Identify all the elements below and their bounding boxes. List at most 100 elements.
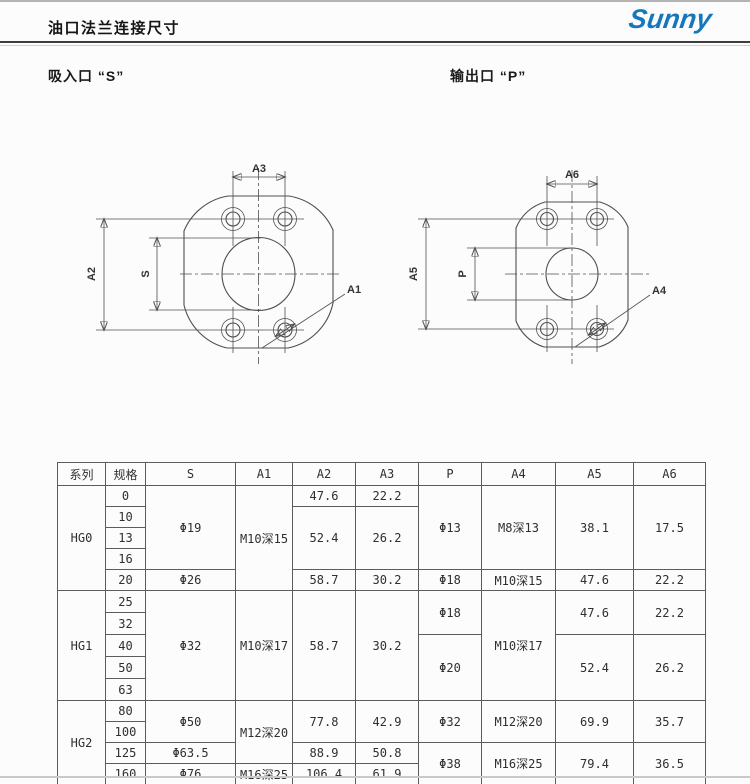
dimension-table: 系列 规格 S A1 A2 A3 P A4 A5 A6 HG0 0 Φ19 M10深15 47.6 22.2 Φ… [57, 462, 706, 784]
table-cell: 10 [105, 506, 146, 528]
table-cell: 26.2 [355, 506, 419, 570]
column-header: A2 [292, 462, 356, 486]
table-cell: 22.2 [633, 569, 706, 591]
table-row: 10 52.4 26.2 [58, 506, 706, 570]
section-label-suction: 吸入口 “S” [48, 68, 125, 84]
table-cell: 52.4 [292, 506, 356, 570]
table-cell: 20 [105, 569, 146, 591]
dim-label-a5: A5 [408, 267, 420, 281]
table-cell: M10深17 [235, 590, 293, 701]
sunny-logo: Sunny [627, 4, 715, 34]
table-cell: 22.2 [355, 485, 419, 507]
dim-label-p: P [457, 270, 469, 277]
table-cell: Φ76 [145, 763, 236, 784]
table-cell: 30.2 [355, 569, 419, 591]
table-row: HG0 0 Φ19 M10深15 47.6 22.2 Φ13 M8深13 38.1 17.5 [57, 485, 706, 591]
table-header-row: 系列 规格 S A1 A2 A3 P A4 A5 A6 [57, 462, 706, 486]
flange-diagram-suction: A3 A2 S A1 [86, 163, 361, 364]
table-cell: Φ18 [418, 590, 482, 635]
table-cell: 40 [105, 634, 146, 657]
table-row: HG1 25 Φ32 M10深17 58.7 30.2 Φ18 M10深17 47.6 22.2 [57, 590, 706, 701]
flange-outline [515, 201, 629, 348]
column-header: 系列 [57, 462, 106, 486]
table-cell: 30.2 [355, 590, 419, 701]
table-cell: 16 [105, 548, 146, 570]
table-cell: M10深17 [481, 590, 556, 701]
centerlines [96, 168, 340, 364]
table-cell: 13 [105, 527, 146, 549]
table-cell: HG1 [57, 590, 106, 701]
dim-label-a1: A1 [347, 284, 361, 296]
table-cell: 52.4 [555, 634, 634, 701]
dim-label-s: S [140, 270, 152, 277]
table-cell: 47.6 [555, 569, 634, 591]
table-cell: 61.9 [355, 763, 419, 784]
dimension-p: P [457, 248, 574, 300]
table-cell: 160 [105, 763, 146, 784]
table-cell: M12深20 [481, 700, 556, 743]
table-cell: M12深20 [235, 700, 293, 764]
page-bottom-border [0, 776, 750, 778]
table-cell: Φ63.5 [145, 742, 236, 764]
table-cell: 42.9 [355, 700, 419, 743]
column-header: A6 [633, 462, 706, 486]
table-cell: HG2 [57, 700, 106, 784]
table-row: 125 Φ63.5 88.9 50.8 Φ38 M16深25 79.4 36.5 [58, 742, 706, 784]
table-cell: Φ20 [418, 634, 482, 701]
table-cell: Φ19 [145, 485, 236, 570]
table-cell: M10深15 [235, 485, 293, 591]
table-cell: 47.6 [555, 590, 634, 635]
header-rule-shadow [0, 45, 750, 46]
table-cell: Φ32 [418, 700, 482, 743]
column-header: A4 [481, 462, 556, 486]
flange-diagram-output: A6 A5 P A4 [408, 169, 667, 364]
table-row: 40 Φ20 52.4 26.2 [58, 634, 706, 701]
port-circle [221, 236, 296, 312]
dim-label-a6: A6 [565, 169, 579, 181]
table-cell: M10深15 [481, 569, 556, 591]
column-header: 规格 [105, 462, 146, 486]
table-cell: 58.7 [292, 590, 356, 701]
table-cell: Φ18 [418, 569, 482, 591]
table-cell: Φ26 [145, 569, 236, 591]
table-cell: Φ50 [145, 700, 236, 743]
column-header: S [145, 462, 236, 486]
header-rule [0, 41, 750, 43]
table-cell: Φ32 [145, 590, 236, 701]
table-cell: 125 [105, 742, 146, 764]
dim-label-a3: A3 [252, 163, 266, 175]
dimension-a3: A3 [233, 163, 285, 177]
table-cell: 32 [105, 612, 146, 635]
table-cell: 77.8 [292, 700, 356, 743]
table-cell: 22.2 [633, 590, 706, 635]
dimension-a6: A6 [547, 169, 597, 184]
column-header: A3 [355, 462, 419, 486]
table-cell: 63 [105, 678, 146, 701]
page-title: 油口法兰连接尺寸 [48, 20, 181, 37]
bolt-holes [221, 207, 297, 342]
table-row: HG2 80 Φ50 M12深20 77.8 42.9 Φ32 M12深20 69.9 35.7 [57, 700, 706, 784]
table-cell: 106.4 [292, 763, 356, 784]
table-cell: 38.1 [555, 485, 634, 570]
column-header: A5 [555, 462, 634, 486]
column-header: P [418, 462, 482, 486]
dimension-a2: A2 [86, 219, 104, 330]
table-cell: 50.8 [355, 742, 419, 764]
section-label-output: 输出口 “P” [450, 68, 527, 84]
table-cell: 25 [105, 590, 146, 613]
column-header: A1 [235, 462, 293, 486]
dimension-s: S [140, 238, 261, 310]
table-cell: 26.2 [633, 634, 706, 701]
table-cell: 58.7 [292, 569, 356, 591]
table-cell: HG0 [57, 485, 106, 591]
dim-label-a2: A2 [86, 267, 98, 281]
table-cell: 0 [105, 485, 146, 507]
table-cell: 17.5 [633, 485, 706, 570]
table-cell: 50 [105, 656, 146, 679]
table-cell: 80 [105, 700, 146, 722]
table-cell: 100 [105, 721, 146, 743]
dimension-a5: A5 [408, 219, 426, 329]
table-cell: M8深13 [481, 485, 556, 570]
table-cell: 69.9 [555, 700, 634, 743]
